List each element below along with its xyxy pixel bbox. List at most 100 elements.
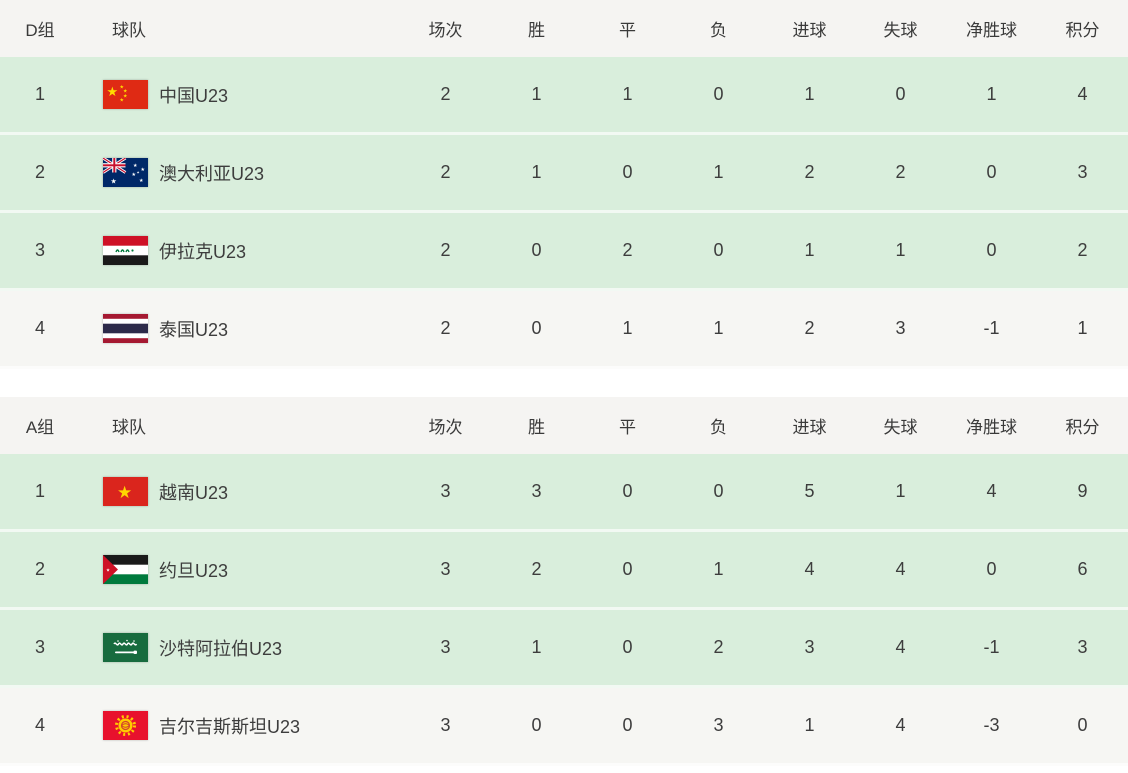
- svg-text:★: ★: [141, 167, 146, 173]
- col-header-goal-diff: 净胜球: [966, 418, 1017, 437]
- stat-goals-for: 2: [804, 318, 815, 338]
- table-row: 2 ★ 约旦U23 3 2 0 1 4 4 0 6: [0, 532, 1128, 610]
- stat-goals-for: 1: [804, 715, 815, 735]
- stat-goals-against: 0: [895, 84, 906, 104]
- stat-goals-for: 1: [804, 240, 815, 260]
- team-cell: ★ 越南U23: [80, 477, 400, 506]
- stat-points: 2: [1077, 240, 1088, 260]
- stat-goals-for: 2: [804, 162, 815, 182]
- stat-draws: 0: [622, 715, 633, 735]
- stat-losses: 0: [713, 84, 724, 104]
- stat-draws: 0: [622, 162, 633, 182]
- col-header-matches: 场次: [428, 21, 463, 40]
- svg-text:★: ★: [123, 94, 128, 100]
- team-cell: 吉尔吉斯斯坦U23: [80, 711, 400, 740]
- team-cell: 沙特阿拉伯U23: [80, 633, 400, 662]
- standings-table-group-a: A组 球队 场次 胜 平 负 进球 失球 净胜球 积分 1 ★ 越南U23 3 …: [0, 397, 1128, 766]
- team-name: 沙特阿拉伯U23: [159, 638, 283, 659]
- group-header-label: A组: [25, 418, 55, 437]
- col-header-goals-for: 进球: [792, 418, 827, 437]
- china-flag-icon: ★ ★ ★ ★ ★: [103, 80, 148, 109]
- stat-matches: 3: [440, 637, 451, 657]
- stat-goals-for: 5: [804, 481, 815, 501]
- rank-cell: 2: [34, 162, 45, 182]
- stat-draws: 0: [622, 481, 633, 501]
- stat-wins: 3: [531, 481, 542, 501]
- stat-points: 9: [1077, 481, 1088, 501]
- stat-losses: 1: [713, 318, 724, 338]
- stat-matches: 2: [440, 240, 451, 260]
- team-cell: ★ 约旦U23: [80, 555, 400, 584]
- stat-matches: 2: [440, 84, 451, 104]
- col-header-matches: 场次: [428, 418, 463, 437]
- stat-points: 4: [1077, 84, 1088, 104]
- stat-wins: 1: [531, 637, 542, 657]
- stat-points: 1: [1077, 318, 1088, 338]
- tables-separator: [0, 369, 1128, 397]
- col-header-goals-against: 失球: [883, 418, 918, 437]
- stat-draws: 0: [622, 559, 633, 579]
- stat-goals-against: 3: [895, 318, 906, 338]
- stat-draws: 1: [622, 84, 633, 104]
- team-name: 伊拉克U23: [159, 241, 247, 262]
- stat-draws: 2: [622, 240, 633, 260]
- table-row: 3 沙特阿拉伯U23 3 1 0 2 3 4 -1 3: [0, 610, 1128, 688]
- team-name: 中国U23: [159, 85, 229, 106]
- svg-text:★: ★: [107, 85, 119, 100]
- stat-matches: 3: [440, 481, 451, 501]
- stat-goal-diff: 0: [986, 162, 997, 182]
- team-name: 泰国U23: [159, 319, 229, 340]
- stat-points: 3: [1077, 162, 1088, 182]
- svg-text:★: ★: [120, 85, 125, 91]
- stat-goal-diff: 4: [986, 481, 997, 501]
- stat-goal-diff: 0: [986, 559, 997, 579]
- table-row: 3 伊拉克U23 2 0 2 0 1 1 0 2: [0, 213, 1128, 291]
- stat-goals-against: 4: [895, 637, 906, 657]
- stat-points: 6: [1077, 559, 1088, 579]
- jordan-flag-icon: ★: [103, 555, 148, 584]
- stat-losses: 0: [713, 481, 724, 501]
- svg-text:★: ★: [120, 98, 125, 104]
- rank-cell: 1: [34, 481, 45, 501]
- stat-wins: 0: [531, 715, 542, 735]
- col-header-points: 积分: [1065, 418, 1100, 437]
- kyrgyzstan-flag-icon: [103, 711, 148, 740]
- svg-text:★: ★: [117, 483, 132, 503]
- table-header-row: D组 球队 场次 胜 平 负 进球 失球 净胜球 积分: [0, 0, 1128, 57]
- stat-goals-against: 2: [895, 162, 906, 182]
- stat-matches: 2: [440, 318, 451, 338]
- team-name: 吉尔吉斯斯坦U23: [159, 716, 301, 737]
- stat-goal-diff: -1: [983, 637, 1000, 657]
- col-header-losses: 负: [710, 418, 727, 437]
- group-header-label: D组: [25, 21, 55, 40]
- rank-cell: 3: [34, 637, 45, 657]
- stat-goal-diff: 1: [986, 84, 997, 104]
- stat-goals-for: 3: [804, 637, 815, 657]
- svg-text:★: ★: [123, 89, 128, 95]
- stat-losses: 3: [713, 715, 724, 735]
- stat-points: 0: [1077, 715, 1088, 735]
- stat-matches: 2: [440, 162, 451, 182]
- stat-matches: 3: [440, 715, 451, 735]
- table-row: 4 泰国U23 2 0 1 1 2 3 -1 1: [0, 291, 1128, 369]
- team-name: 澳大利亚U23: [159, 163, 265, 184]
- stat-draws: 0: [622, 637, 633, 657]
- table-row: 2 ★ ★ ★ ★ ★: [0, 135, 1128, 213]
- col-header-wins: 胜: [528, 21, 545, 40]
- team-cell: ★ ★ ★ ★ ★ 中国U23: [80, 80, 400, 109]
- stat-draws: 1: [622, 318, 633, 338]
- iraq-flag-icon: [103, 236, 148, 265]
- svg-text:★: ★: [133, 163, 138, 169]
- stat-matches: 3: [440, 559, 451, 579]
- stat-wins: 1: [531, 84, 542, 104]
- stat-goals-against: 1: [895, 481, 906, 501]
- team-name: 越南U23: [159, 482, 229, 503]
- table-row: 1 ★ ★ ★ ★ ★ 中国U23 2 1 1 0 1 0 1 4: [0, 57, 1128, 135]
- stat-goal-diff: -3: [983, 715, 1000, 735]
- rank-cell: 3: [34, 240, 45, 260]
- thailand-flag-icon: [103, 314, 148, 343]
- stat-goals-against: 4: [895, 715, 906, 735]
- table-row: 4 吉尔吉斯斯坦U23 3 0 0 3 1 4 -3 0: [0, 688, 1128, 766]
- team-cell: 泰国U23: [80, 314, 400, 343]
- stat-wins: 1: [531, 162, 542, 182]
